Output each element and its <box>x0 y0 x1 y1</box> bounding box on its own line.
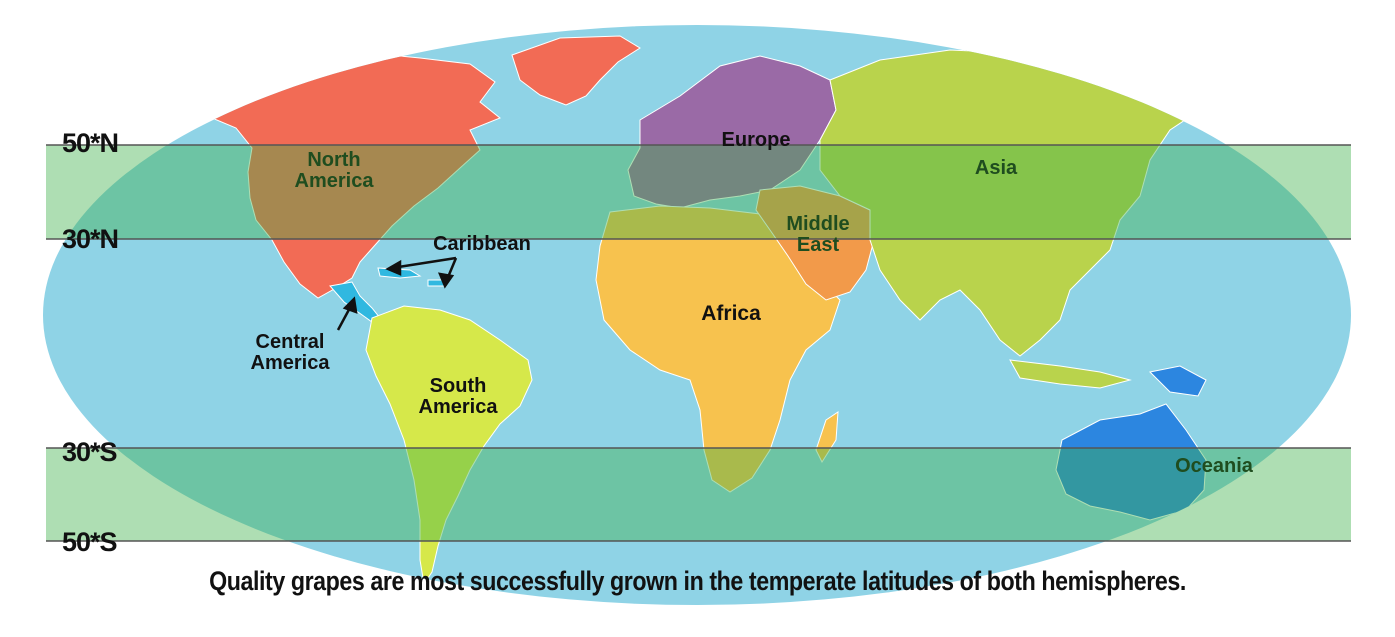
label-oceania: Oceania <box>1175 455 1254 477</box>
madagascar-landmass <box>815 411 839 464</box>
label-middle-east: Middle East <box>786 213 849 256</box>
temperate-band-south <box>46 448 1351 541</box>
oceania-landmass <box>1055 403 1207 521</box>
label-north-america: North America <box>295 149 375 192</box>
lat-label-30s: 30*S <box>62 437 117 467</box>
lat-label-50n: 50*N <box>62 128 118 158</box>
central-america-arrow <box>336 296 358 331</box>
label-europe: Europe <box>722 129 791 151</box>
new-guinea-landmass <box>1148 365 1207 397</box>
southeast-asia-islands <box>1009 359 1132 389</box>
map-caption: Quality grapes are most successfully gro… <box>209 566 1186 596</box>
label-africa: Africa <box>701 302 761 325</box>
label-asia: Asia <box>975 157 1018 179</box>
lat-label-30n: 30*N <box>62 224 118 254</box>
label-south-america: South America <box>419 375 499 418</box>
label-caribbean: Caribbean <box>433 233 531 255</box>
temperate-bands <box>46 144 1351 542</box>
lat-label-50s: 50*S <box>62 527 117 557</box>
europe-landmass <box>627 55 837 209</box>
north-america-landmass <box>204 51 501 299</box>
caribbean-arrows <box>385 256 458 289</box>
greenland-landmass <box>511 35 641 106</box>
temperate-band-north <box>46 145 1351 239</box>
label-central-america: Central America <box>251 331 331 374</box>
south-america-landmass <box>365 305 533 586</box>
